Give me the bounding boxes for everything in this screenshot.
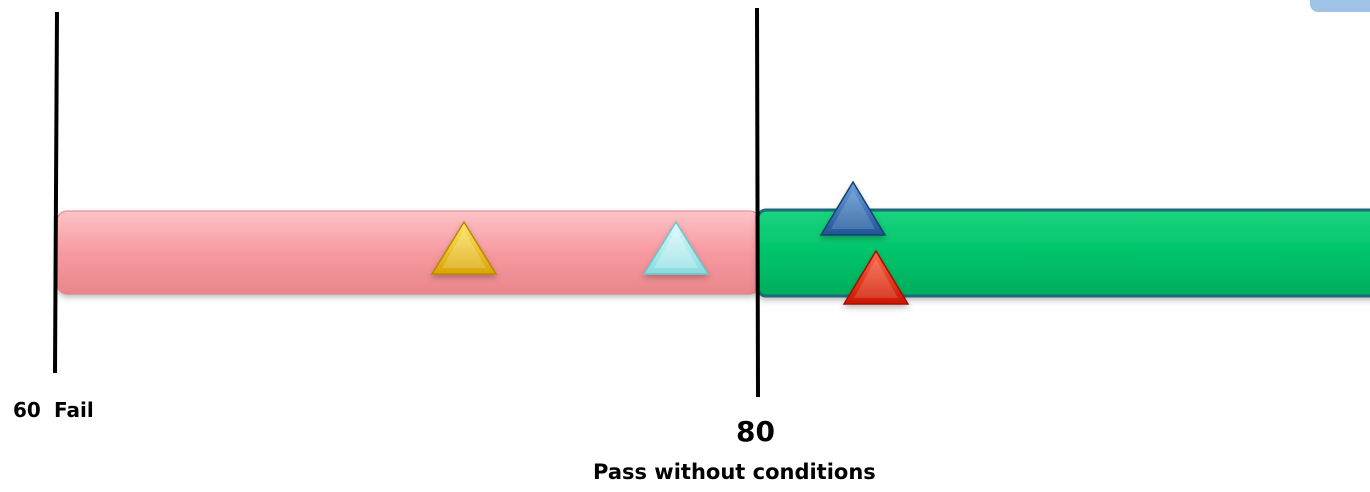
fail-value-label: 60 — [13, 398, 41, 422]
pass-label: Pass without conditions — [593, 460, 876, 484]
fail-band — [56, 210, 761, 295]
pass-divider-line — [755, 7, 760, 398]
blue-triangle-marker — [819, 180, 887, 236]
corner-tab — [1310, 0, 1370, 12]
pass-value-label: 80 — [736, 415, 775, 448]
fail-divider-line — [53, 11, 59, 374]
cyan-triangle-marker — [642, 220, 710, 275]
yellow-triangle-marker — [430, 220, 498, 275]
fail-label: Fail — [54, 398, 94, 422]
red-triangle-marker — [842, 249, 910, 305]
